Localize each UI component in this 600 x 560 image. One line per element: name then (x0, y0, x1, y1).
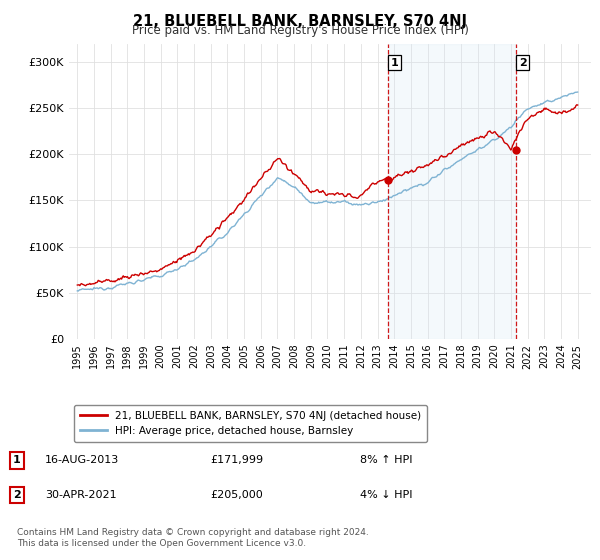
Text: 4% ↓ HPI: 4% ↓ HPI (360, 490, 413, 500)
Text: 1: 1 (13, 455, 20, 465)
Text: 2: 2 (519, 58, 527, 68)
Text: 21, BLUEBELL BANK, BARNSLEY, S70 4NJ: 21, BLUEBELL BANK, BARNSLEY, S70 4NJ (133, 14, 467, 29)
Text: 1: 1 (391, 58, 398, 68)
Text: £171,999: £171,999 (210, 455, 263, 465)
Text: Price paid vs. HM Land Registry's House Price Index (HPI): Price paid vs. HM Land Registry's House … (131, 24, 469, 37)
Bar (388, 44, 517, 339)
Text: 16-AUG-2013: 16-AUG-2013 (45, 455, 119, 465)
Text: 30-APR-2021: 30-APR-2021 (45, 490, 116, 500)
Text: £205,000: £205,000 (210, 490, 263, 500)
Legend: 21, BLUEBELL BANK, BARNSLEY, S70 4NJ (detached house), HPI: Average price, detac: 21, BLUEBELL BANK, BARNSLEY, S70 4NJ (de… (74, 404, 427, 442)
Text: 8% ↑ HPI: 8% ↑ HPI (360, 455, 413, 465)
Text: Contains HM Land Registry data © Crown copyright and database right 2024.
This d: Contains HM Land Registry data © Crown c… (17, 528, 368, 548)
Text: 2: 2 (13, 490, 20, 500)
